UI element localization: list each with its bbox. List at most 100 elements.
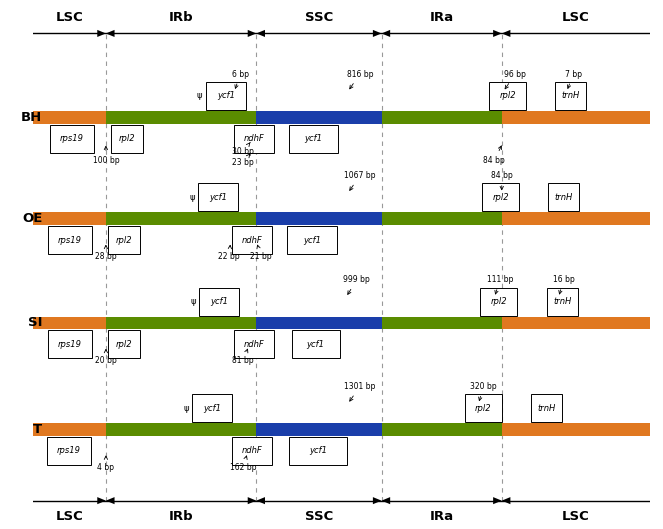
- Polygon shape: [106, 30, 115, 37]
- Bar: [482, 184, 519, 212]
- Bar: [234, 125, 274, 152]
- Text: ψ: ψ: [191, 297, 196, 306]
- Bar: [33, 316, 106, 329]
- Bar: [381, 111, 502, 124]
- Text: 1301 bp: 1301 bp: [344, 382, 376, 401]
- Bar: [232, 437, 272, 465]
- Bar: [548, 184, 579, 212]
- Text: rpl2: rpl2: [116, 235, 133, 244]
- Bar: [480, 288, 517, 315]
- Bar: [111, 125, 143, 152]
- Text: T: T: [33, 423, 42, 436]
- Text: 7 bp: 7 bp: [565, 69, 582, 88]
- Text: ndhF: ndhF: [243, 134, 265, 143]
- Text: rpl2: rpl2: [119, 134, 135, 143]
- Text: 4 bp: 4 bp: [97, 456, 115, 472]
- Bar: [547, 288, 577, 315]
- Bar: [33, 111, 106, 124]
- Text: 28 bp: 28 bp: [95, 245, 117, 261]
- Bar: [106, 423, 257, 436]
- Text: IRa: IRa: [430, 11, 453, 24]
- Text: rpl2: rpl2: [492, 193, 509, 202]
- Polygon shape: [106, 497, 115, 504]
- Bar: [234, 330, 274, 358]
- Text: 162 bp: 162 bp: [229, 456, 256, 472]
- Text: IRb: IRb: [169, 510, 194, 523]
- Text: 96 bp: 96 bp: [505, 69, 526, 89]
- Text: 1067 bp: 1067 bp: [344, 171, 376, 190]
- Bar: [108, 330, 141, 358]
- Polygon shape: [373, 497, 381, 504]
- Bar: [192, 394, 232, 422]
- Text: rpl2: rpl2: [500, 92, 516, 101]
- Bar: [381, 316, 502, 329]
- Text: SSC: SSC: [305, 510, 333, 523]
- Text: 100 bp: 100 bp: [93, 147, 119, 165]
- Bar: [292, 330, 339, 358]
- Bar: [257, 423, 381, 436]
- Text: IRa: IRa: [430, 510, 453, 523]
- Bar: [106, 111, 257, 124]
- Bar: [489, 82, 526, 110]
- Text: ψ: ψ: [190, 193, 195, 202]
- Polygon shape: [97, 497, 106, 504]
- Text: ψ: ψ: [197, 92, 202, 101]
- Text: LSC: LSC: [562, 11, 589, 24]
- Text: trnH: trnH: [537, 404, 556, 413]
- Text: rpl2: rpl2: [116, 340, 133, 349]
- Bar: [287, 226, 337, 254]
- Bar: [502, 111, 650, 124]
- Polygon shape: [493, 497, 502, 504]
- Text: rps19: rps19: [58, 340, 82, 349]
- Text: SI: SI: [28, 316, 42, 330]
- Text: rpl2: rpl2: [475, 404, 491, 413]
- Bar: [33, 213, 106, 225]
- Polygon shape: [257, 30, 265, 37]
- Text: 999 bp: 999 bp: [343, 275, 370, 294]
- Text: rps19: rps19: [58, 235, 82, 244]
- Bar: [257, 111, 381, 124]
- Text: rps19: rps19: [60, 134, 84, 143]
- Bar: [502, 213, 650, 225]
- Bar: [198, 184, 238, 212]
- Bar: [48, 330, 92, 358]
- Text: LSC: LSC: [562, 510, 589, 523]
- Polygon shape: [502, 497, 511, 504]
- Bar: [381, 423, 502, 436]
- Text: ycf1: ycf1: [305, 134, 323, 143]
- Bar: [556, 82, 586, 110]
- Bar: [200, 288, 239, 315]
- Text: 6 bp: 6 bp: [232, 69, 249, 88]
- Bar: [232, 226, 272, 254]
- Text: 30 bp: 30 bp: [232, 142, 254, 156]
- Polygon shape: [381, 497, 390, 504]
- Bar: [289, 125, 338, 152]
- Polygon shape: [257, 497, 265, 504]
- Bar: [46, 437, 91, 465]
- Text: 21 bp: 21 bp: [251, 245, 272, 261]
- Polygon shape: [381, 30, 390, 37]
- Text: ycf1: ycf1: [209, 193, 227, 202]
- Text: LSC: LSC: [56, 510, 84, 523]
- Bar: [108, 226, 141, 254]
- Text: ψ: ψ: [183, 404, 189, 413]
- Bar: [106, 213, 257, 225]
- Text: 23 bp: 23 bp: [232, 153, 254, 168]
- Polygon shape: [373, 30, 381, 37]
- Polygon shape: [502, 30, 511, 37]
- Text: rpl2: rpl2: [491, 297, 507, 306]
- Text: 16 bp: 16 bp: [552, 275, 574, 294]
- Bar: [465, 394, 502, 422]
- Text: ycf1: ycf1: [203, 404, 221, 413]
- Bar: [48, 226, 92, 254]
- Bar: [33, 423, 106, 436]
- Bar: [502, 423, 650, 436]
- Bar: [106, 316, 257, 329]
- Bar: [288, 437, 347, 465]
- Text: ycf1: ycf1: [303, 235, 321, 244]
- Bar: [50, 125, 94, 152]
- Text: ycf1: ycf1: [217, 92, 235, 101]
- Bar: [257, 316, 381, 329]
- Text: trnH: trnH: [553, 297, 572, 306]
- Polygon shape: [97, 30, 106, 37]
